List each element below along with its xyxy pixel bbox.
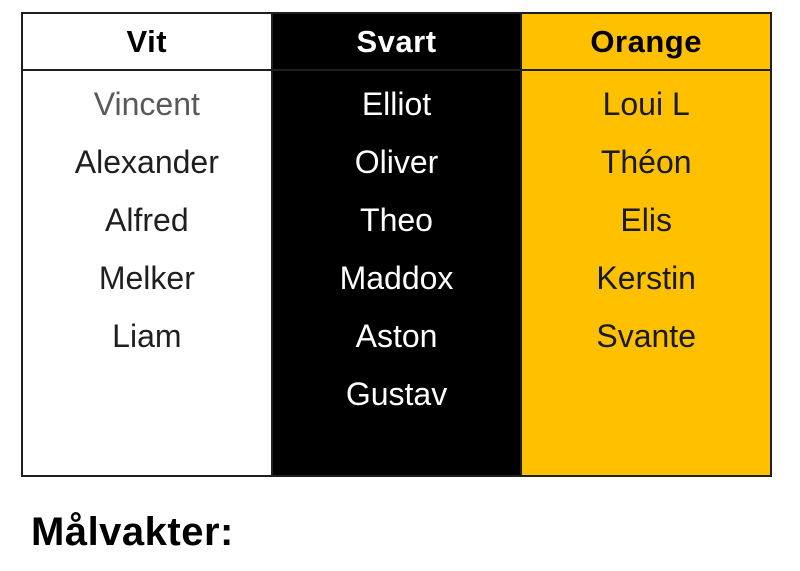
player-name: Théon: [600, 144, 692, 180]
player-name: Alexander: [74, 144, 219, 180]
roster-table: Vit Vincent Alexander Alfred Melker Liam…: [21, 12, 772, 477]
player-name: Melker: [98, 260, 195, 296]
player-name: Liam: [112, 318, 182, 354]
player-name: Alfred: [105, 202, 189, 238]
player-name: Gustav: [345, 376, 448, 412]
player-name: Loui L: [602, 86, 690, 122]
column-header-vit: Vit: [23, 14, 271, 71]
column-header-orange: Orange: [522, 14, 771, 71]
player-name: Vincent: [93, 86, 200, 122]
player-name: Aston: [355, 318, 438, 354]
player-name: Svante: [596, 318, 696, 354]
column-orange: Orange Loui L Théon Elis Kerstin Svante: [520, 14, 771, 475]
column-orange-names: Loui L Théon Elis Kerstin Svante: [522, 71, 770, 365]
column-svart-names: Elliot Oliver Theo Maddox Aston Gustav: [273, 71, 521, 423]
player-name: Oliver: [354, 144, 439, 180]
player-name: Kerstin: [596, 260, 696, 296]
player-name: Theo: [360, 202, 433, 238]
column-svart: Svart Elliot Oliver Theo Maddox Aston Gu…: [270, 14, 521, 475]
player-name: Elis: [620, 202, 672, 238]
goalkeepers-heading: Målvakter:: [31, 510, 234, 554]
player-name: Maddox: [339, 260, 454, 296]
player-name: Elliot: [361, 86, 432, 122]
column-vit-names: Vincent Alexander Alfred Melker Liam: [23, 71, 271, 365]
column-vit: Vit Vincent Alexander Alfred Melker Liam: [23, 14, 271, 475]
column-header-svart: Svart: [272, 14, 521, 71]
